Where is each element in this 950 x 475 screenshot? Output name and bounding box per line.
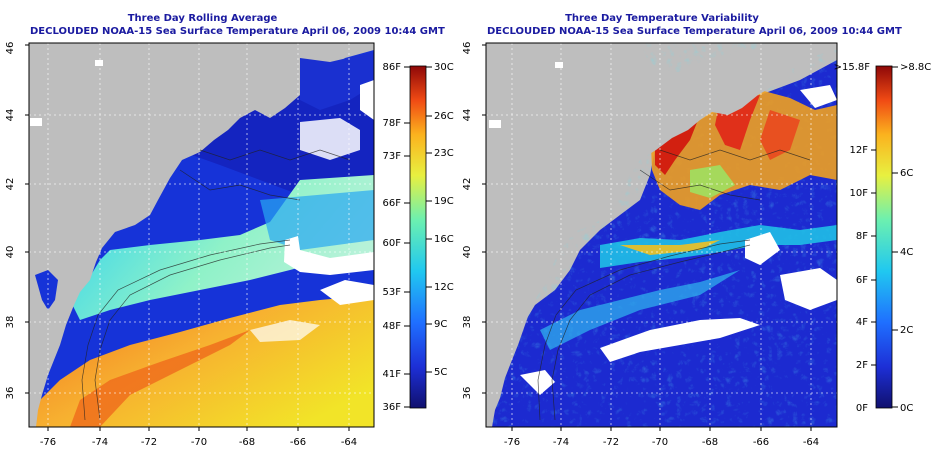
left-map-coastline-land (29, 43, 374, 427)
left-colorbar-f-label: 86F (383, 62, 402, 73)
right-colorbar-c-label: 6C (900, 168, 913, 179)
right-map-bathymetry (537, 149, 811, 421)
left-map-cloud-mask (30, 60, 374, 342)
left-x-tick: -70 (191, 437, 207, 448)
left-colorbar-c-label: 23C (434, 148, 454, 159)
left-colorbar-c-label: 30C (434, 62, 454, 73)
left-colorbar-f-label: 60F (383, 238, 402, 249)
right-colorbar-f-label: 10F (850, 188, 869, 199)
right-colorbar-c-label: 2C (900, 325, 913, 336)
right-map-shelf-break-band (600, 225, 837, 268)
left-y-tick: 40 (5, 246, 16, 259)
left-y-tick: 38 (5, 316, 16, 329)
left-map-title-line2: DECLOUDED NOAA-15 Sea Surface Temperatur… (30, 26, 445, 37)
right-x-tick: -76 (504, 437, 520, 448)
right-x-tick: -66 (753, 437, 769, 448)
right-map (486, 43, 837, 427)
right-y-tick: 46 (462, 42, 473, 55)
right-map-cyan-band (540, 270, 740, 350)
right-x-tick: -74 (553, 437, 569, 448)
right-colorbar-f-label: 0F (856, 403, 868, 414)
left-y-tick: 36 (5, 387, 16, 400)
right-colorbar-f-label: 6F (856, 275, 868, 286)
right-map-hotspot (760, 110, 800, 160)
right-colorbar-c-label: >8.8C (900, 62, 931, 73)
left-map-grid (29, 43, 374, 427)
left-colorbar-f-label: 73F (383, 151, 402, 162)
left-x-tick: -74 (92, 437, 108, 448)
right-colorbar-c-label: 4C (900, 247, 913, 258)
left-map-chesapeake (35, 270, 58, 310)
left-y-tick: 46 (5, 42, 16, 55)
right-map-title-line2: DECLOUDED NOAA-15 Sea Surface Temperatur… (487, 26, 902, 37)
left-y-tick: 44 (5, 109, 16, 122)
left-colorbar-gradient (409, 65, 427, 409)
right-y-tick: 38 (462, 316, 473, 329)
left-colorbar-c-label: 16C (434, 234, 454, 245)
right-y-tick: 36 (462, 387, 473, 400)
left-map (29, 43, 374, 427)
left-map-slope-deep (260, 190, 374, 250)
right-y-tick: 42 (462, 178, 473, 191)
left-map-gulf-stream-core (70, 330, 250, 427)
right-map-coastline-land (486, 43, 837, 427)
left-colorbar-f-label: 78F (383, 118, 402, 129)
left-colorbar-c-label: 9C (434, 319, 447, 330)
right-colorbar-f-label: 12F (850, 145, 869, 156)
left-colorbar-c-label: 12C (434, 282, 454, 293)
right-x-tick: -68 (702, 437, 718, 448)
right-colorbar-f-label: 4F (856, 317, 868, 328)
right-colorbar: >15.8F 12F 10F 8F 6F 4F 2F 0F >8.8C 6C 4… (834, 62, 932, 414)
left-y-tick: 42 (5, 178, 16, 191)
left-map-title-line1: Three Day Rolling Average (127, 13, 278, 24)
left-colorbar-f-label: 48F (383, 321, 402, 332)
left-map-axes: -76 -74 -72 -70 -68 -66 -64 36 38 40 42 … (5, 42, 357, 448)
left-map-bathymetry (81, 149, 351, 421)
left-x-tick: -64 (341, 437, 357, 448)
right-map-title: Three Day Temperature Variability DECLOU… (487, 12, 902, 38)
right-x-tick: -70 (652, 437, 668, 448)
left-x-tick: -68 (239, 437, 255, 448)
left-map-bay-of-fundy (300, 52, 374, 110)
right-y-tick: 40 (462, 246, 473, 259)
left-colorbar-f-label: 53F (383, 287, 402, 298)
right-colorbar-gradient (875, 65, 893, 409)
right-x-tick: -64 (803, 437, 819, 448)
right-map-front-band (620, 240, 720, 255)
left-map-title: Three Day Rolling Average DECLOUDED NOAA… (30, 12, 445, 38)
right-colorbar-f-label: >15.8F (834, 62, 871, 73)
right-x-tick: -72 (603, 437, 619, 448)
left-x-tick: -72 (141, 437, 157, 448)
left-colorbar-c-label: 5C (434, 367, 447, 378)
right-map-axes: -76 -74 -72 -70 -68 -66 -64 36 38 40 42 … (462, 42, 819, 448)
left-map-frame (28, 42, 375, 428)
left-colorbar-f-label: 66F (383, 198, 402, 209)
right-map-title-line1: Three Day Temperature Variability (565, 13, 759, 24)
right-map-variability-patch (690, 165, 735, 198)
left-x-tick: -66 (290, 437, 306, 448)
right-y-tick: 44 (462, 109, 473, 122)
left-colorbar-c-label: 26C (434, 111, 454, 122)
right-map-frame (485, 42, 838, 428)
left-colorbar-f-label: 41F (383, 369, 402, 380)
right-map-grid (486, 43, 837, 427)
right-colorbar-f-label: 8F (856, 231, 868, 242)
right-colorbar-c-label: 0C (900, 403, 913, 414)
right-map-cloud-mask (489, 62, 837, 395)
left-colorbar: 86F 78F 73F 66F 60F 53F 48F 41F 36F 30C … (383, 62, 454, 413)
left-x-tick: -76 (40, 437, 56, 448)
right-colorbar-f-label: 2F (856, 360, 868, 371)
left-colorbar-f-label: 36F (383, 402, 402, 413)
left-colorbar-c-label: 19C (434, 196, 454, 207)
